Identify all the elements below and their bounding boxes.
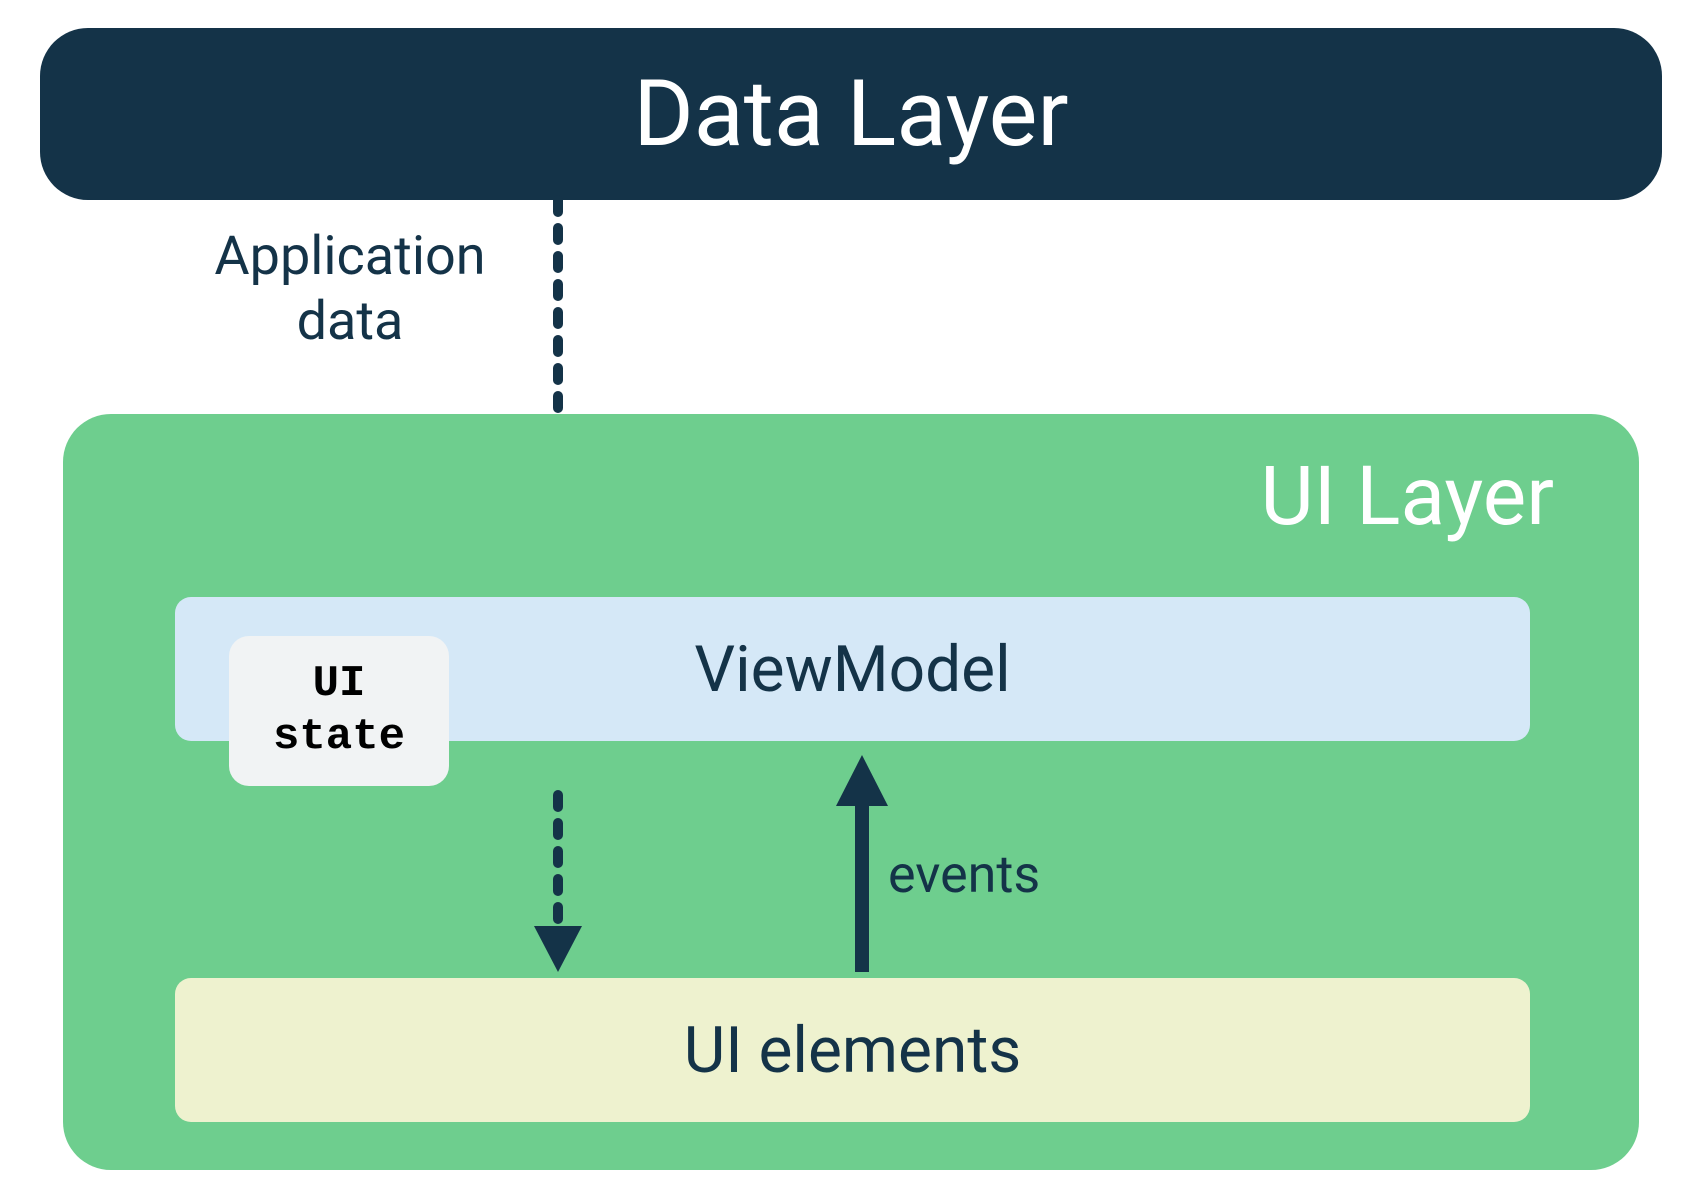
events-arrow xyxy=(0,0,1702,1194)
architecture-diagram: Data Layer Application data UI Layer Vie… xyxy=(0,0,1702,1194)
